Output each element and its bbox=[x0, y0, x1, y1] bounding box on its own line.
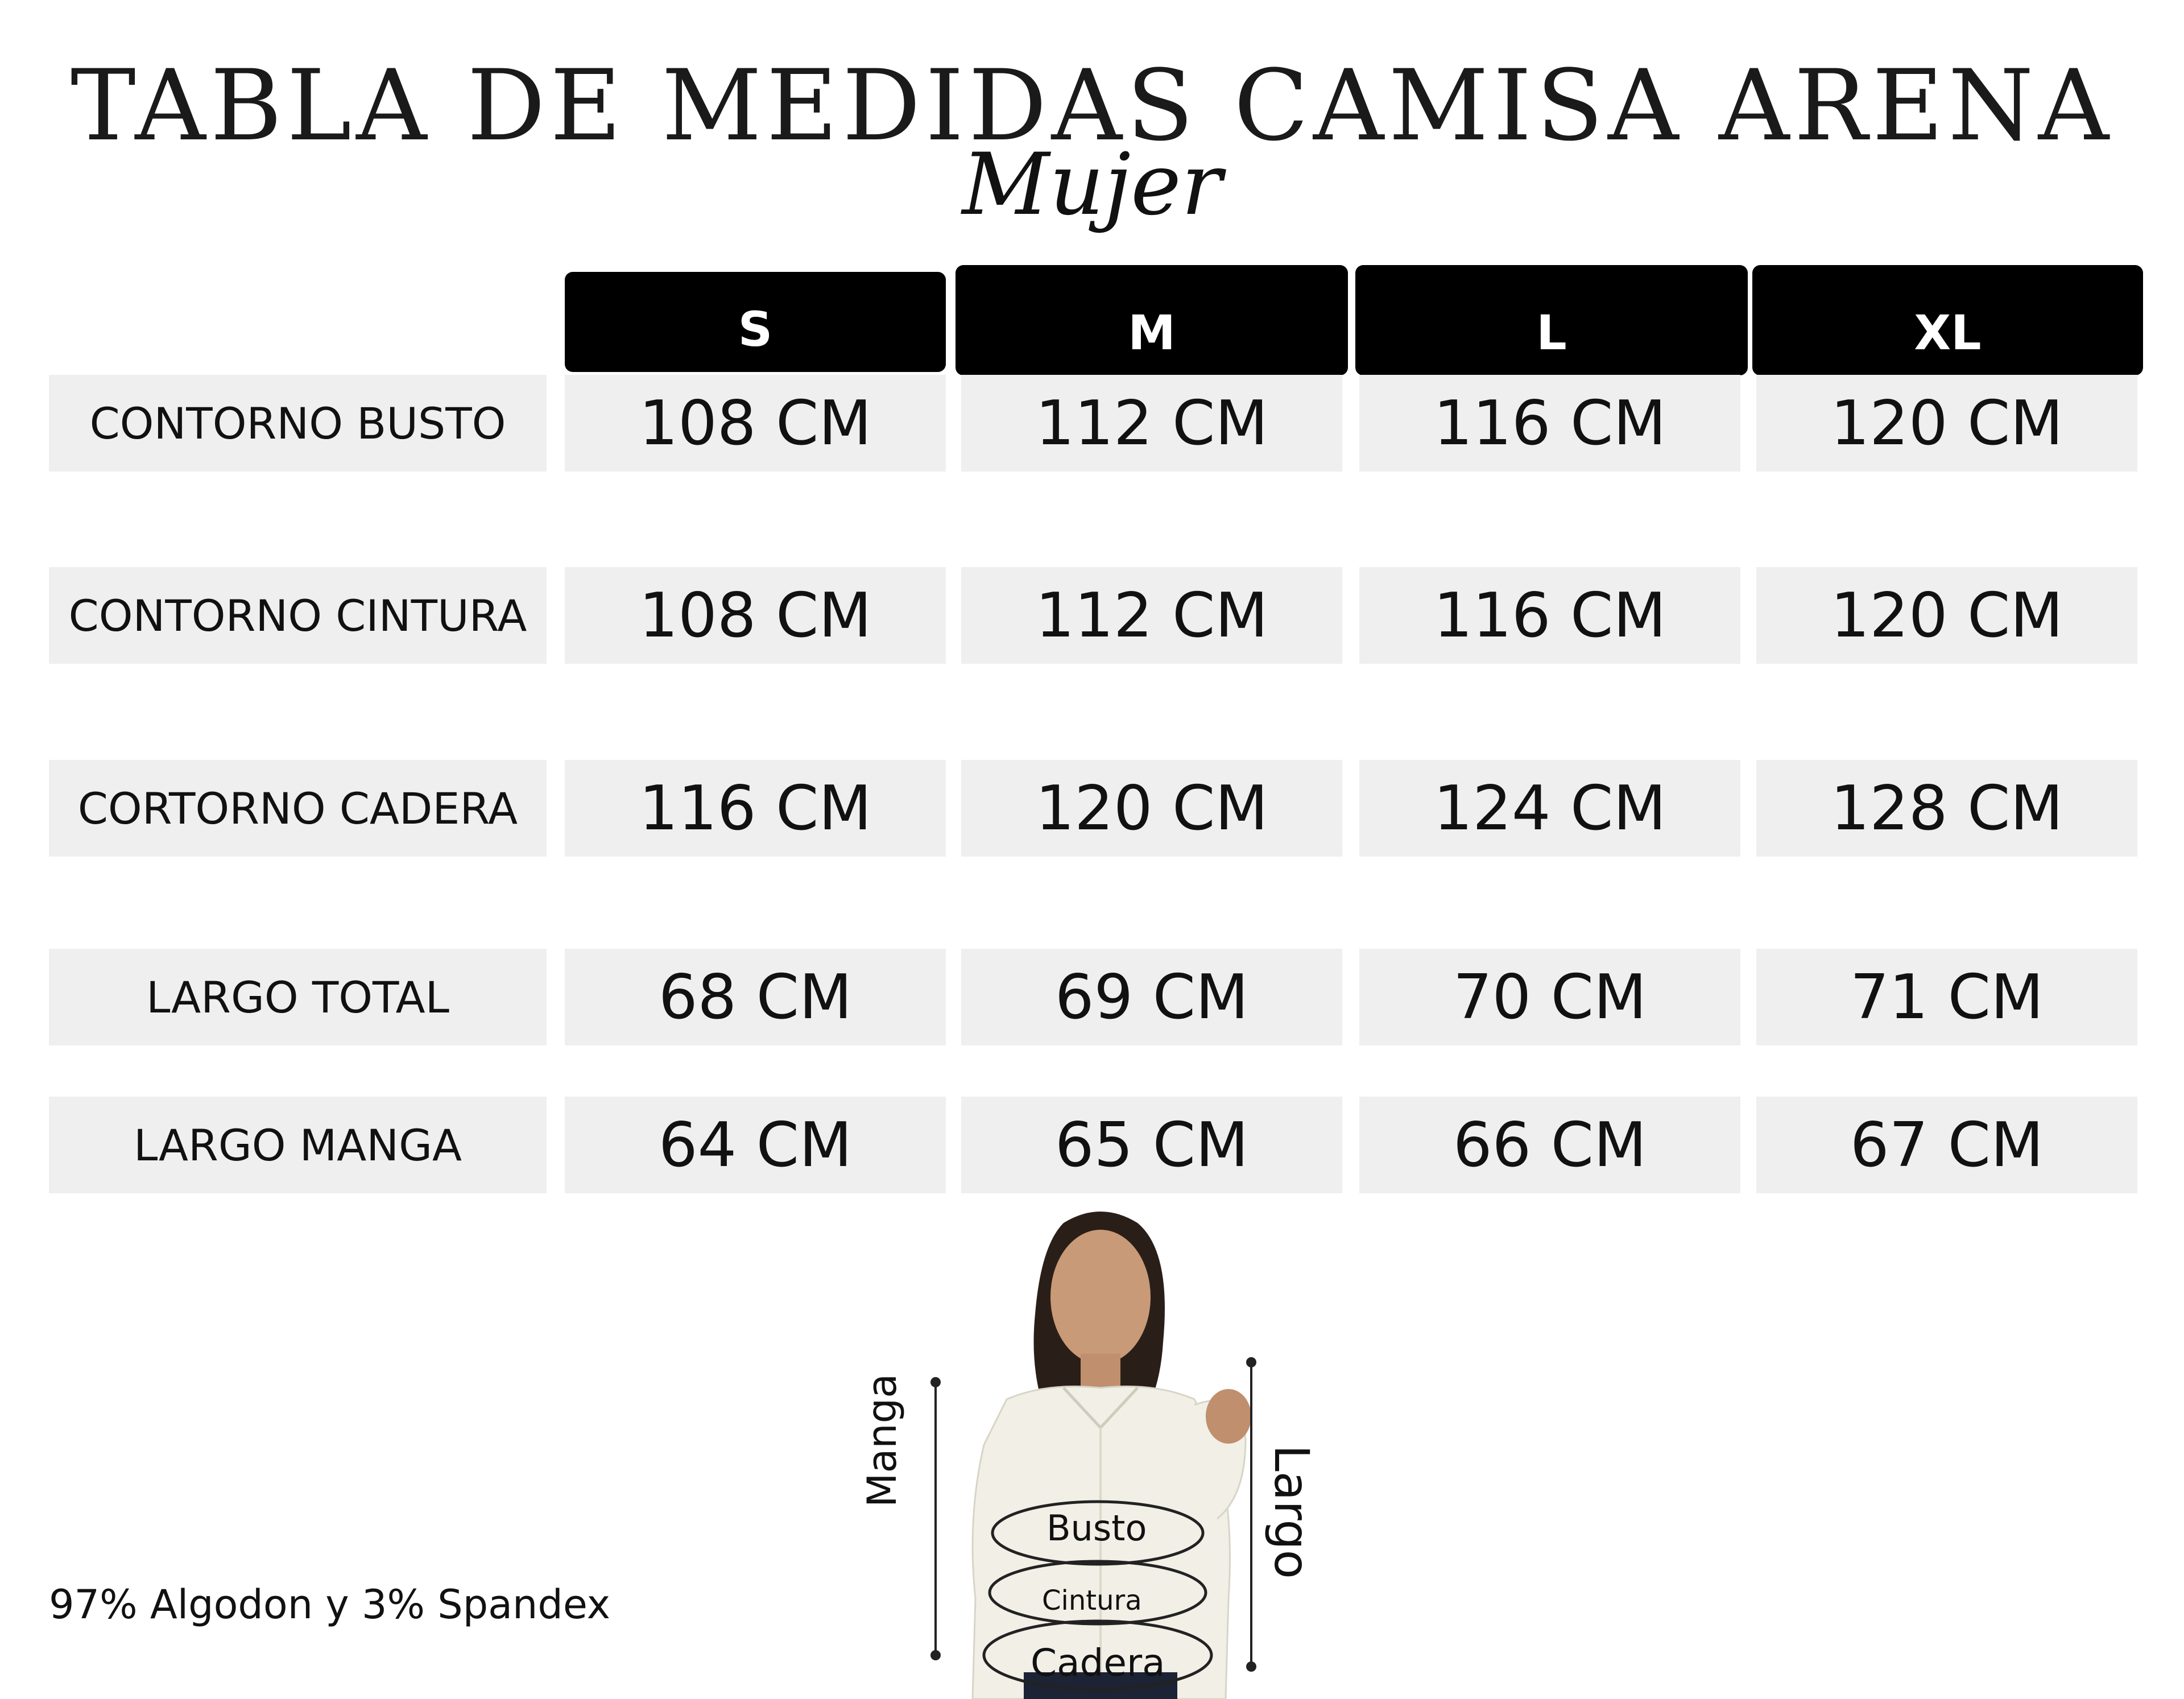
row-label-contorno-cadera: CORTORNO CADERA bbox=[49, 760, 547, 857]
cell-cintura-m: 112 CM bbox=[961, 567, 1342, 664]
cell-busto-l: 116 CM bbox=[1359, 375, 1740, 472]
cell-cintura-s: 108 CM bbox=[565, 567, 946, 664]
page-subtitle: Mujer bbox=[962, 135, 1222, 234]
cell-cintura-xl: 120 CM bbox=[1756, 567, 2137, 664]
largo-guide-label: Largo bbox=[1264, 1445, 1320, 1580]
row-label-contorno-busto: CONTORNO BUSTO bbox=[49, 375, 547, 472]
cell-largo-total-xl: 71 CM bbox=[1756, 949, 2137, 1045]
cell-largo-manga-m: 65 CM bbox=[961, 1097, 1342, 1193]
cell-largo-total-m: 69 CM bbox=[961, 949, 1342, 1045]
size-header-s: S bbox=[565, 272, 946, 372]
page-title: TABLA DE MEDIDAS CAMISA ARENA bbox=[71, 48, 2113, 163]
size-header-m: M bbox=[956, 265, 1348, 375]
row-label-contorno-cintura: CONTORNO CINTURA bbox=[49, 567, 547, 664]
cintura-guide-label: Cintura bbox=[1042, 1585, 1142, 1617]
cell-cadera-l: 124 CM bbox=[1359, 760, 1740, 857]
size-header-xl: XL bbox=[1752, 265, 2143, 375]
cell-largo-total-s: 68 CM bbox=[565, 949, 946, 1045]
cell-largo-manga-l: 66 CM bbox=[1359, 1097, 1740, 1193]
cell-cintura-l: 116 CM bbox=[1359, 567, 1740, 664]
cadera-guide-label: Cadera bbox=[1031, 1641, 1165, 1685]
manga-guide-label: Manga bbox=[859, 1374, 905, 1507]
cell-cadera-xl: 128 CM bbox=[1756, 760, 2137, 857]
busto-guide-label: Busto bbox=[1046, 1507, 1147, 1549]
size-header-l: L bbox=[1355, 265, 1748, 375]
cell-busto-m: 112 CM bbox=[961, 375, 1342, 472]
cell-cadera-m: 120 CM bbox=[961, 760, 1342, 857]
cell-largo-manga-s: 64 CM bbox=[565, 1097, 946, 1193]
cell-cadera-s: 116 CM bbox=[565, 760, 946, 857]
fabric-composition-note: 97% Algodon y 3% Spandex bbox=[49, 1581, 611, 1628]
cell-largo-total-l: 70 CM bbox=[1359, 949, 1740, 1045]
row-label-largo-total: LARGO TOTAL bbox=[49, 949, 547, 1045]
cell-busto-s: 108 CM bbox=[565, 375, 946, 472]
model-measurement-figure bbox=[930, 1212, 1256, 1699]
cell-largo-manga-xl: 67 CM bbox=[1756, 1097, 2137, 1193]
row-label-largo-manga: LARGO MANGA bbox=[49, 1097, 547, 1193]
cell-busto-xl: 120 CM bbox=[1756, 375, 2137, 472]
